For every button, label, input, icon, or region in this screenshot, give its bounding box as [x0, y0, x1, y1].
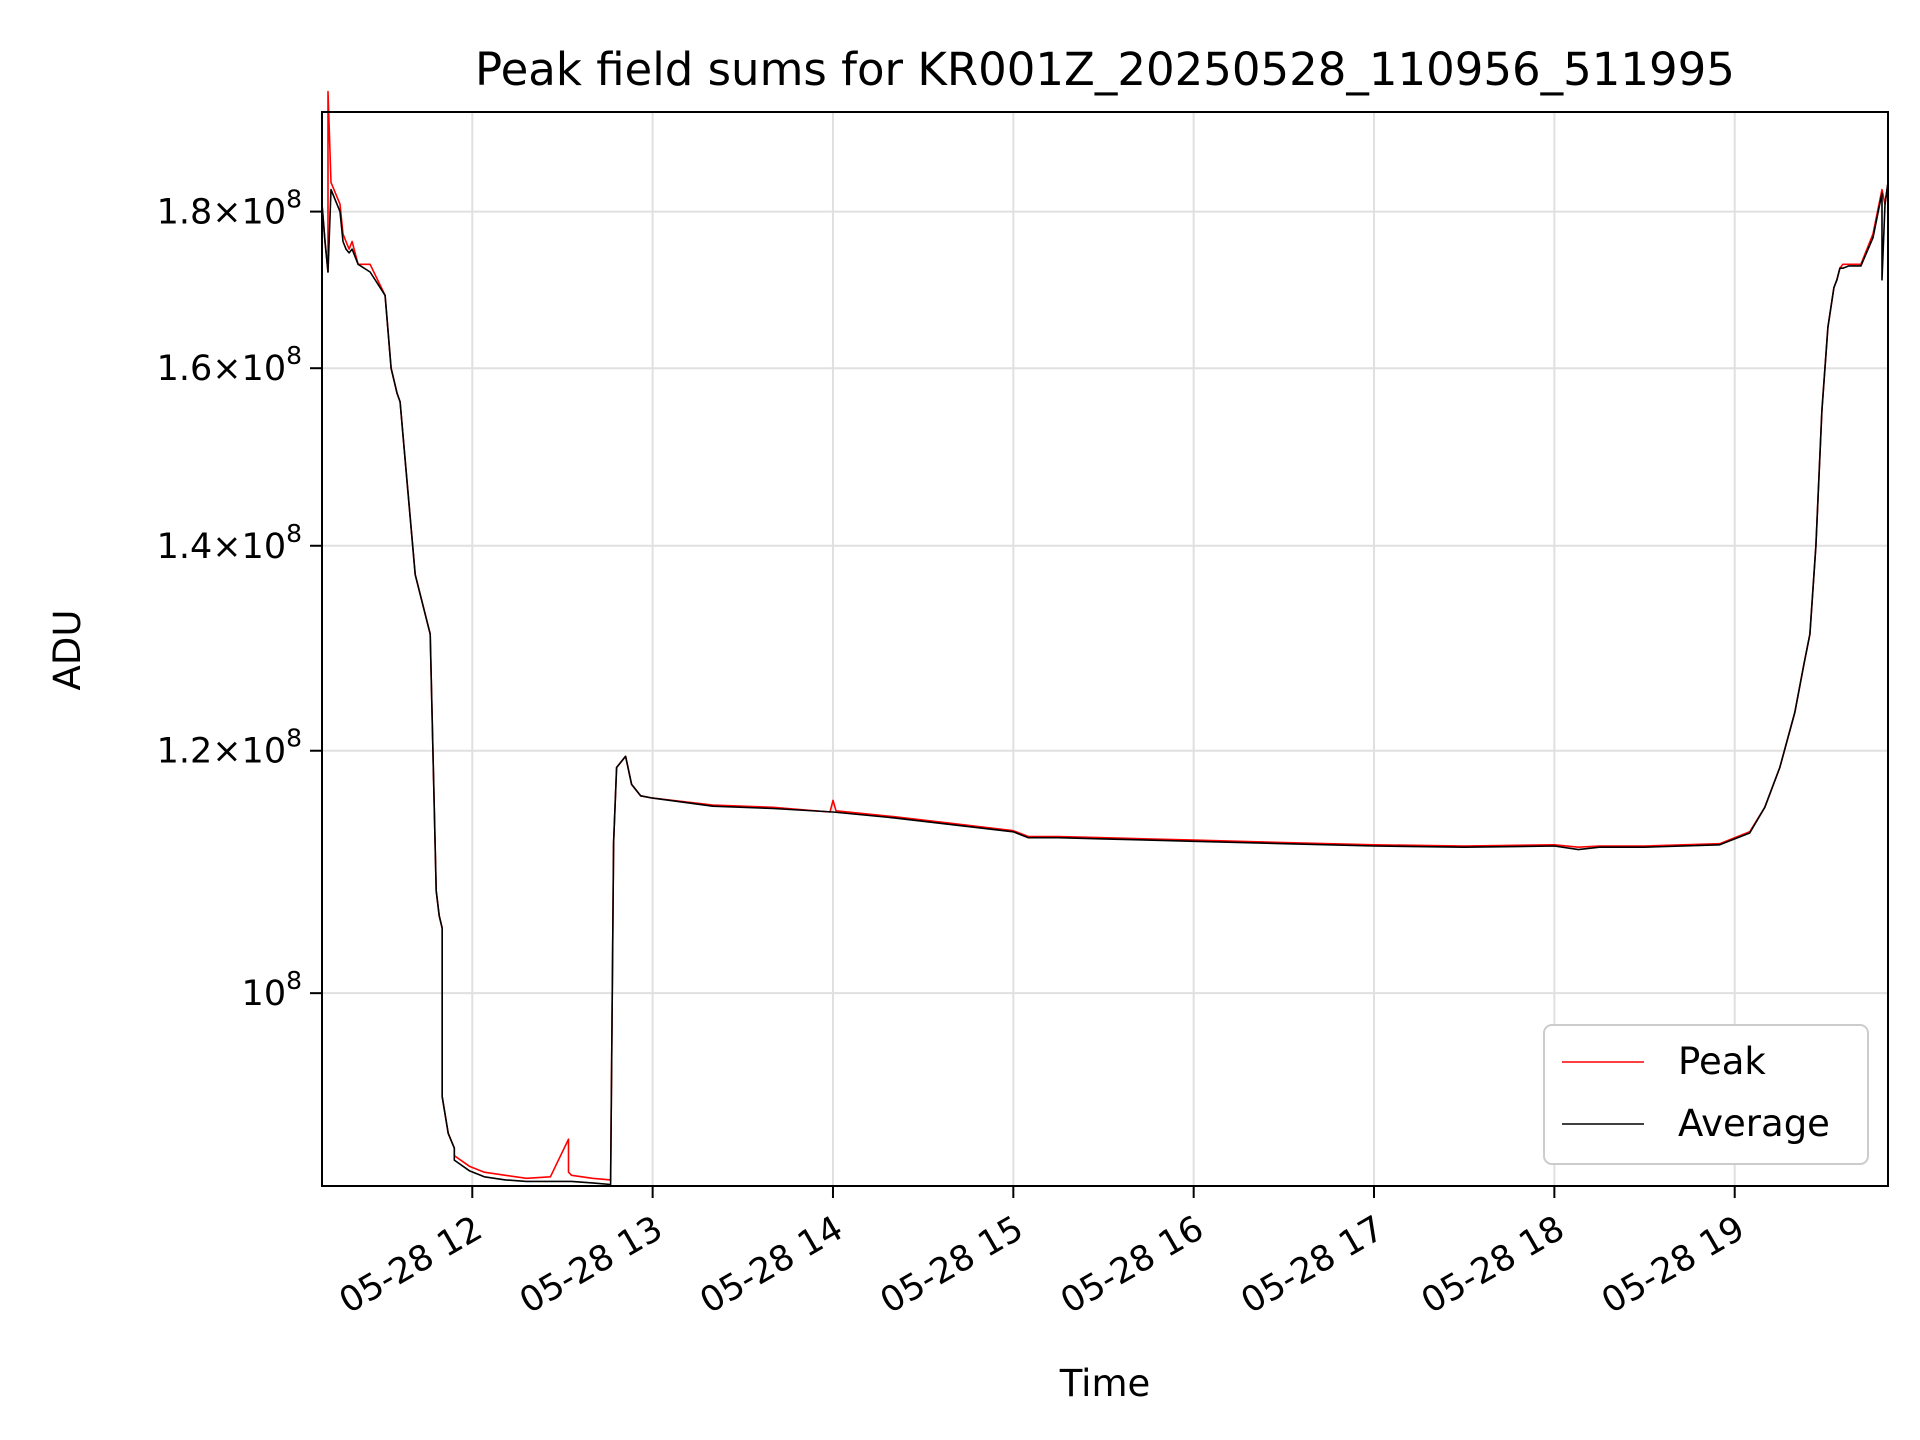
plot-lines	[321, 90, 1889, 1186]
plot-frame	[321, 111, 1889, 1187]
y-axis-label: ADU	[46, 610, 89, 691]
legend-box	[1543, 1024, 1869, 1165]
legend-label-average: Average	[1678, 1102, 1830, 1145]
y-tick-label: 108	[242, 966, 302, 1014]
y-axis-ticks: 108 1.2×108 1.4×108 1.6×108 1.8×108	[157, 185, 322, 1014]
legend: Peak Average	[1543, 1024, 1869, 1165]
chart-title: Peak field sums for KR001Z_20250528_1109…	[475, 43, 1735, 96]
y-tick-label: 1.2×108	[157, 724, 302, 772]
x-axis-label: Time	[1059, 1362, 1151, 1405]
series-line-average	[321, 182, 1889, 1186]
y-tick-label: 1.8×108	[157, 185, 302, 233]
y-tick-label: 1.4×108	[157, 519, 302, 567]
grid-lines	[322, 112, 1888, 1186]
y-tick-label: 1.6×108	[157, 341, 302, 389]
legend-label-peak: Peak	[1678, 1040, 1766, 1083]
